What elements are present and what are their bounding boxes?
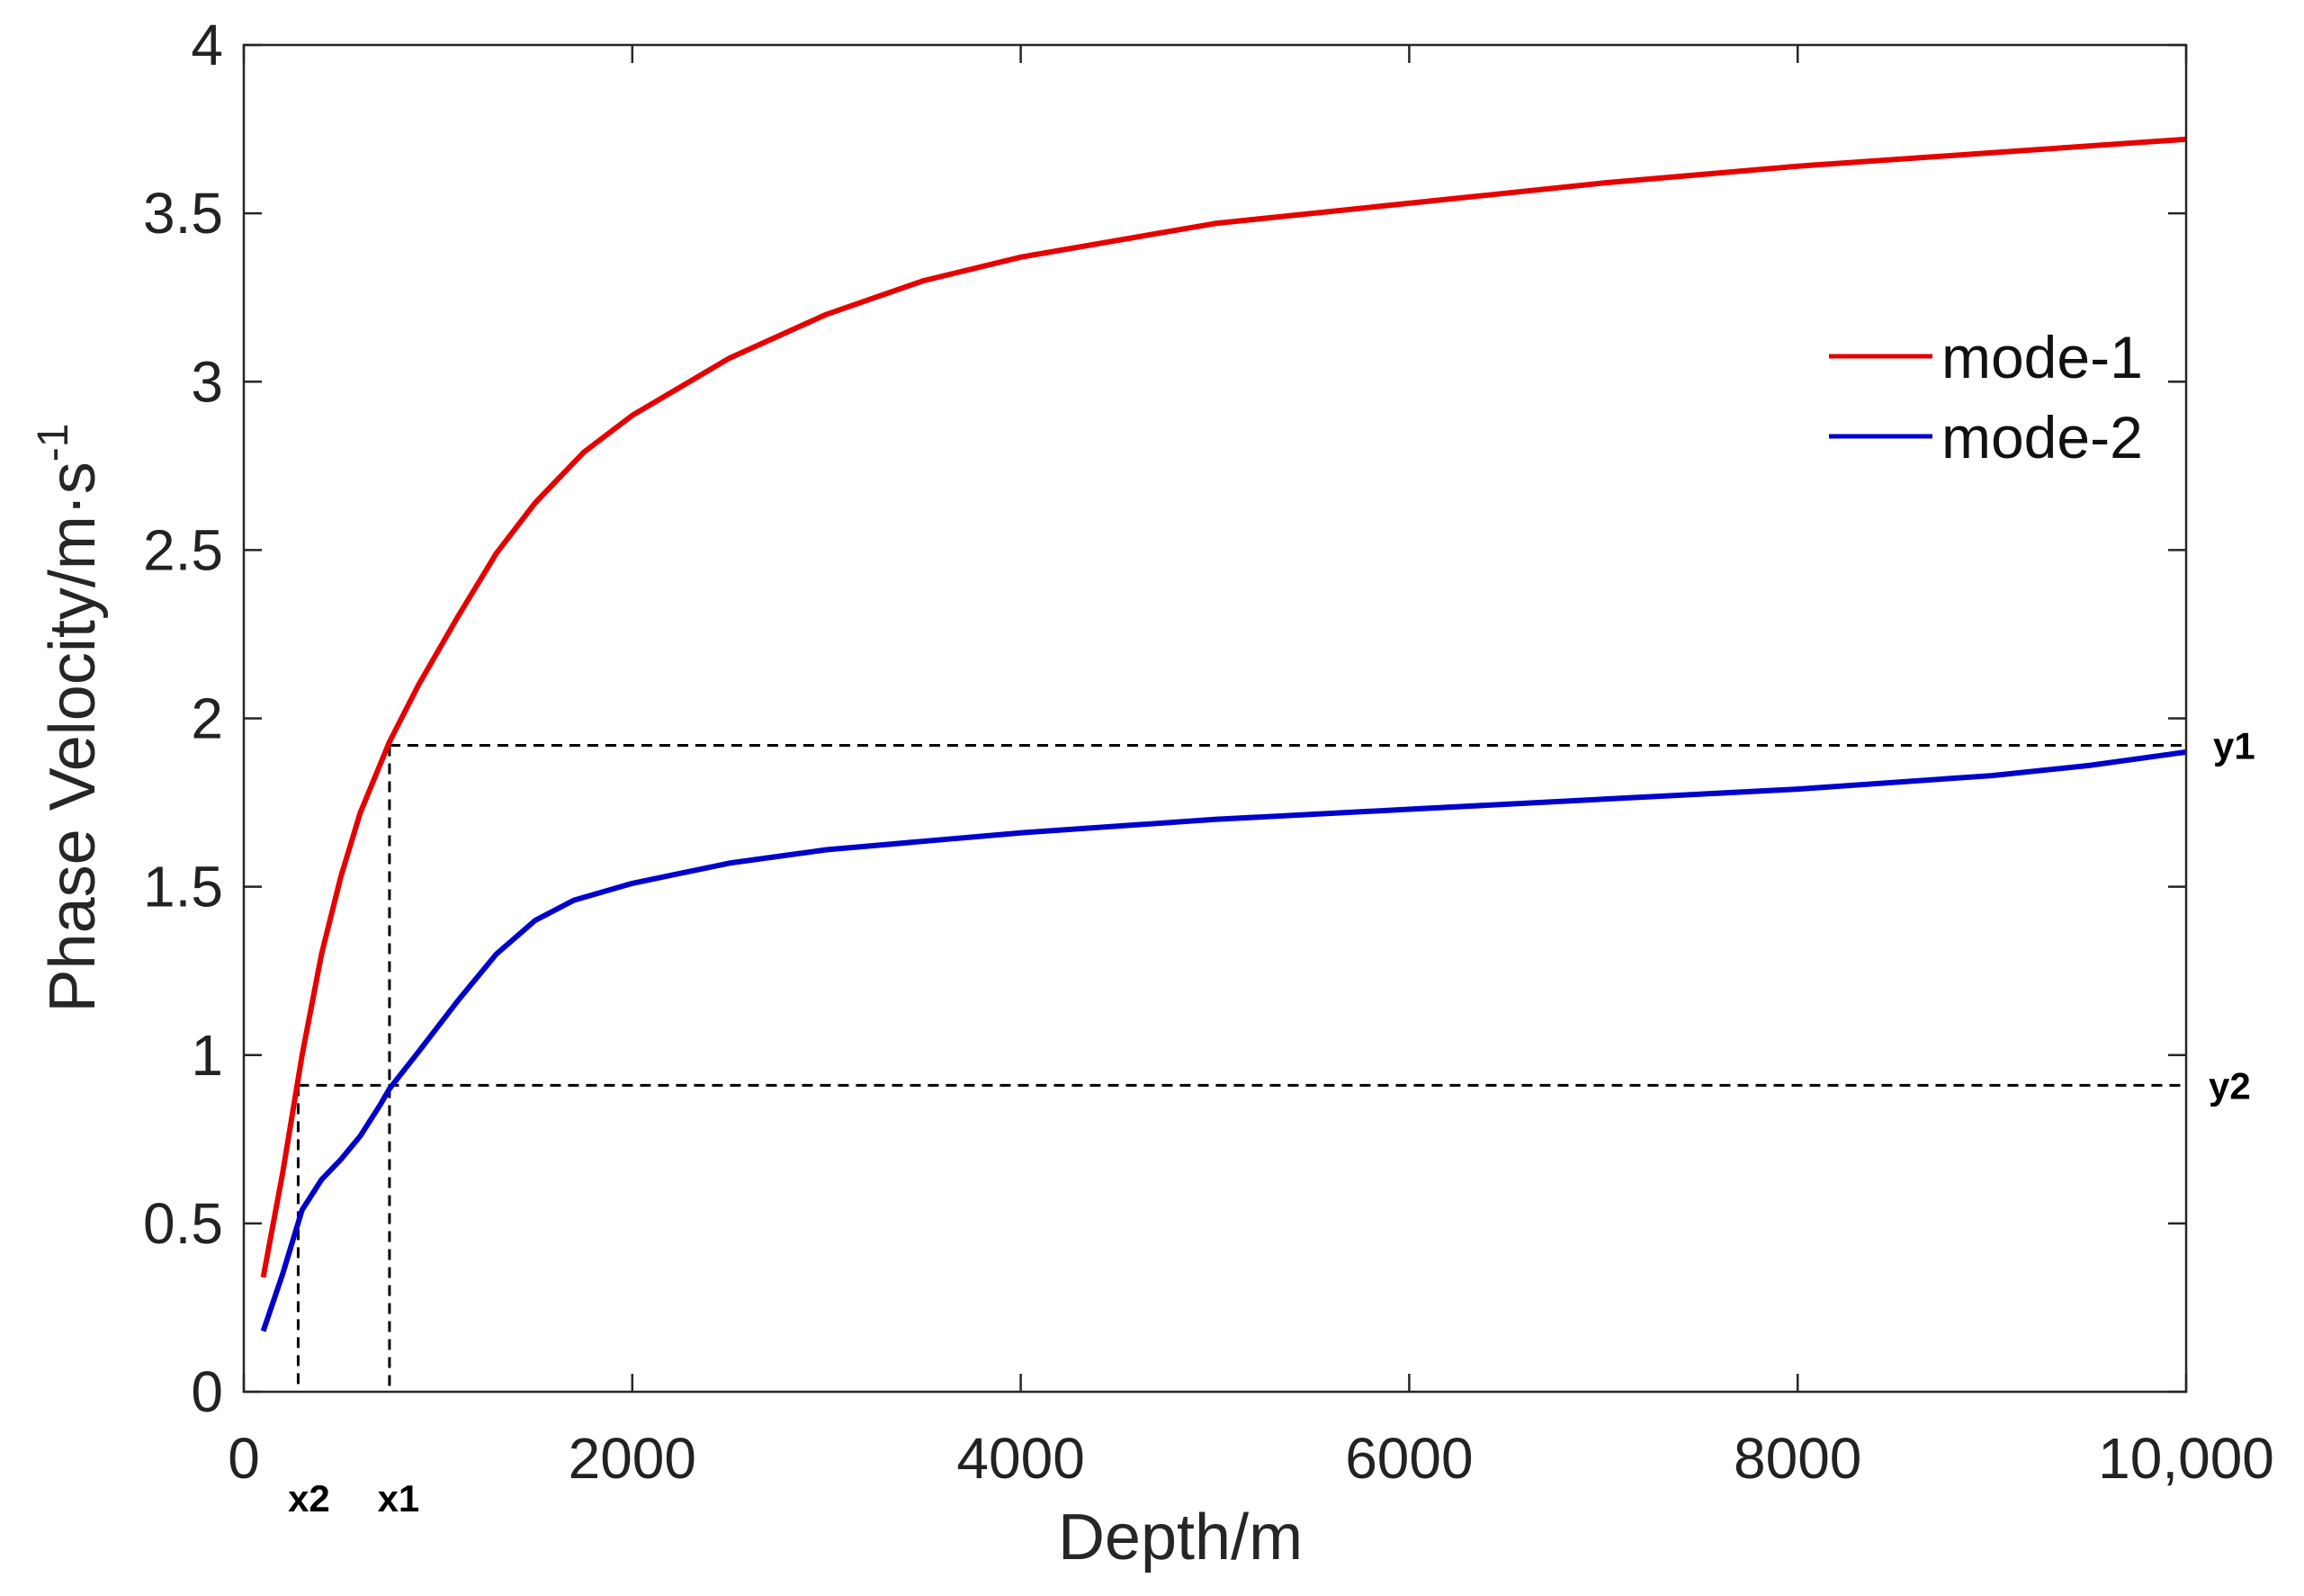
y-axis-label-exponent: -1 — [30, 424, 77, 462]
y-tick-label: 1.5 — [143, 855, 223, 919]
y-tick-label: 1 — [191, 1023, 223, 1088]
tick-labels: 0 2000 4000 6000 8000 10,000 0 0.5 1 1.5 2 2.5 3 3.5 4 — [143, 13, 2274, 1491]
series-line-mode-1 — [260, 136, 2187, 1278]
y-tick-label: 0 — [191, 1359, 223, 1424]
x-tick-label: 4000 — [956, 1426, 1084, 1491]
y-tick-label: 2.5 — [143, 517, 223, 582]
series-line-mode-2 — [260, 749, 2187, 1332]
y-tick-label: 2 — [191, 686, 223, 751]
x-axis-label: Depth/m — [1058, 1502, 1303, 1574]
x-tick-label: 2000 — [569, 1426, 696, 1491]
annotation-y2: y2 — [2209, 1064, 2251, 1107]
legend-label-mode-1: mode-1 — [1941, 324, 2143, 390]
y-tick-label: 3 — [191, 349, 223, 414]
x-tick-label: 8000 — [1734, 1426, 1861, 1491]
annotation-x1: x1 — [378, 1477, 420, 1520]
y-tick-label: 4 — [191, 13, 223, 77]
y-tick-label: 3.5 — [143, 181, 223, 246]
y-axis-label: Phase Velocity/m·s-1 — [30, 424, 109, 1013]
x-tick-label: 10,000 — [2098, 1426, 2274, 1491]
series-layer — [260, 136, 2187, 1332]
reference-lines — [296, 743, 2186, 1392]
annotation-y1: y1 — [2213, 724, 2255, 767]
y-tick-label: 0.5 — [143, 1191, 223, 1256]
annotation-x2: x2 — [288, 1477, 330, 1520]
x-tick-label: 6000 — [1345, 1426, 1473, 1491]
legend: mode-1 mode-2 — [1829, 324, 2143, 471]
axis-ticks — [242, 43, 2188, 1394]
x-tick-label: 0 — [228, 1426, 260, 1491]
legend-label-mode-2: mode-2 — [1941, 404, 2143, 471]
y-axis-label-main: Phase Velocity/m·s — [37, 462, 109, 1012]
